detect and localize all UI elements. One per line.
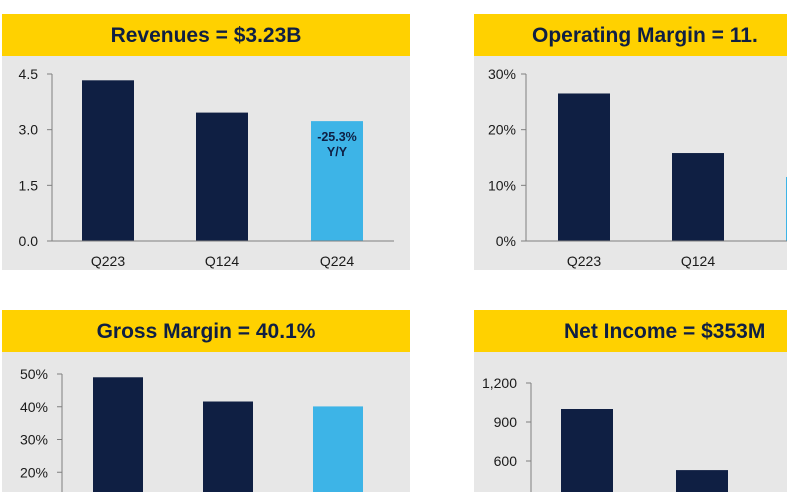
yoy-annotation: Y/Y	[327, 145, 348, 159]
yoy-annotation: -25.3%	[317, 130, 357, 144]
gross-margin-chart: 50% 40% 30% 20%	[20, 366, 363, 492]
y-tick-label: 20%	[488, 122, 516, 138]
y-tick-label: 50%	[20, 366, 48, 382]
revenues-chart: 4.5 3.0 1.5 0.0 Q223 Q124 Q224 -25.3%Y/Y	[19, 66, 394, 269]
category-label: Q223	[91, 253, 125, 269]
category-label: Q223	[567, 253, 601, 269]
gross-margin-title: Gross Margin = 40.1%	[2, 310, 410, 352]
y-tick-label: 3.0	[19, 122, 39, 138]
net-income-title: Net Income = $353M	[474, 310, 787, 352]
bar-q223	[558, 93, 610, 241]
bar-q224	[311, 121, 363, 241]
bar-item-1	[561, 409, 613, 492]
bar-item-3	[313, 406, 363, 492]
bar-item-2	[203, 401, 253, 492]
y-tick-label: 1,200	[482, 375, 517, 391]
net-income-panel: Net Income = $353M 1,200 900 600	[474, 310, 787, 492]
revenues-panel: Revenues = $3.23B 4.5 3.0 1.5 0.0 Q223 Q124 Q2…	[2, 14, 410, 270]
bar-q223	[82, 80, 134, 241]
gross-margin-panel: Gross Margin = 40.1% 50% 40% 30% 20%	[2, 310, 410, 492]
category-label: Q124	[205, 253, 239, 269]
net-income-chart: 1,200 900 600	[482, 375, 728, 492]
y-tick-label: 900	[494, 414, 518, 430]
category-label: Q224	[320, 253, 354, 269]
y-tick-label: 30%	[20, 432, 48, 448]
operating-margin-title: Operating Margin = 11.	[474, 14, 787, 56]
y-tick-label: 600	[494, 453, 518, 469]
revenues-title: Revenues = $3.23B	[2, 14, 410, 56]
bar-item-2	[676, 470, 728, 492]
y-tick-label: 0.0	[19, 233, 39, 249]
y-tick-label: 30%	[488, 66, 516, 82]
bar-q124	[672, 153, 724, 241]
y-tick-label: 40%	[20, 399, 48, 415]
y-tick-label: 4.5	[19, 66, 39, 82]
y-tick-label: 0%	[496, 233, 516, 249]
category-label: Q124	[681, 253, 715, 269]
operating-margin-chart: 30% 20% 10% 0% Q223 Q124	[488, 66, 787, 269]
operating-margin-panel: Operating Margin = 11. 30% 20% 10% 0% Q223 Q1…	[474, 14, 787, 270]
bar-q124	[196, 112, 248, 242]
y-tick-label: 1.5	[19, 177, 39, 193]
y-tick-label: 20%	[20, 464, 48, 480]
y-tick-label: 10%	[488, 177, 516, 193]
bar-item-1	[93, 377, 143, 492]
